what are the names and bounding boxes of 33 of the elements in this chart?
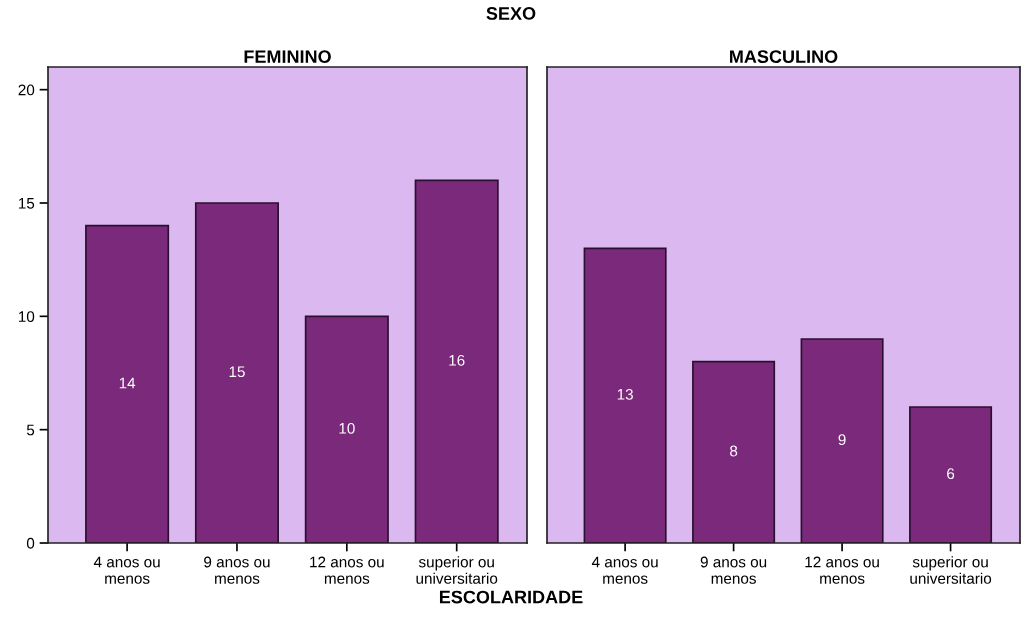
x-tick-label: superior ou universitario [910, 556, 992, 584]
chart-title: MASCULINO [730, 50, 838, 64]
x-axis-title: ESCOLARIDADE [439, 590, 583, 604]
bar [414, 179, 499, 543]
bar [304, 315, 389, 543]
text: SEXO [486, 7, 536, 20]
data-label: 13 [617, 388, 633, 400]
y-tick-label: 15 [18, 198, 35, 209]
x-tick-label: 9 anos ou menos [204, 556, 270, 584]
x-tick-label: 4 anos ou menos [93, 556, 160, 584]
data-label: 15 [229, 366, 245, 378]
data-label: 16 [449, 354, 465, 366]
bar [800, 338, 884, 543]
x-tick-label: 12 anos ou menos [310, 556, 384, 584]
y-tick-label: 10 [18, 311, 35, 323]
bar [194, 202, 279, 543]
x-tick-label: 9 anos ou menos [700, 556, 767, 584]
chart-title: FEMININO [244, 50, 331, 64]
x-tick-label: 12 anos ou menos [805, 556, 879, 584]
data-label: 6 [947, 468, 955, 480]
data-label: 10 [339, 422, 355, 434]
y-tick-label: 5 [26, 424, 35, 436]
data-label: 9 [838, 434, 846, 446]
y-tick-label: 0 [26, 537, 35, 549]
data-label: 14 [119, 377, 136, 389]
bar [583, 247, 667, 543]
bar [909, 406, 993, 543]
y-tick-label: 20 [18, 84, 35, 96]
bar [85, 224, 170, 543]
x-tick-label: superior ou universitario [416, 556, 498, 584]
bar [692, 360, 776, 543]
x-tick-label: 4 anos ou menos [591, 556, 658, 584]
data-label: 8 [730, 445, 738, 457]
